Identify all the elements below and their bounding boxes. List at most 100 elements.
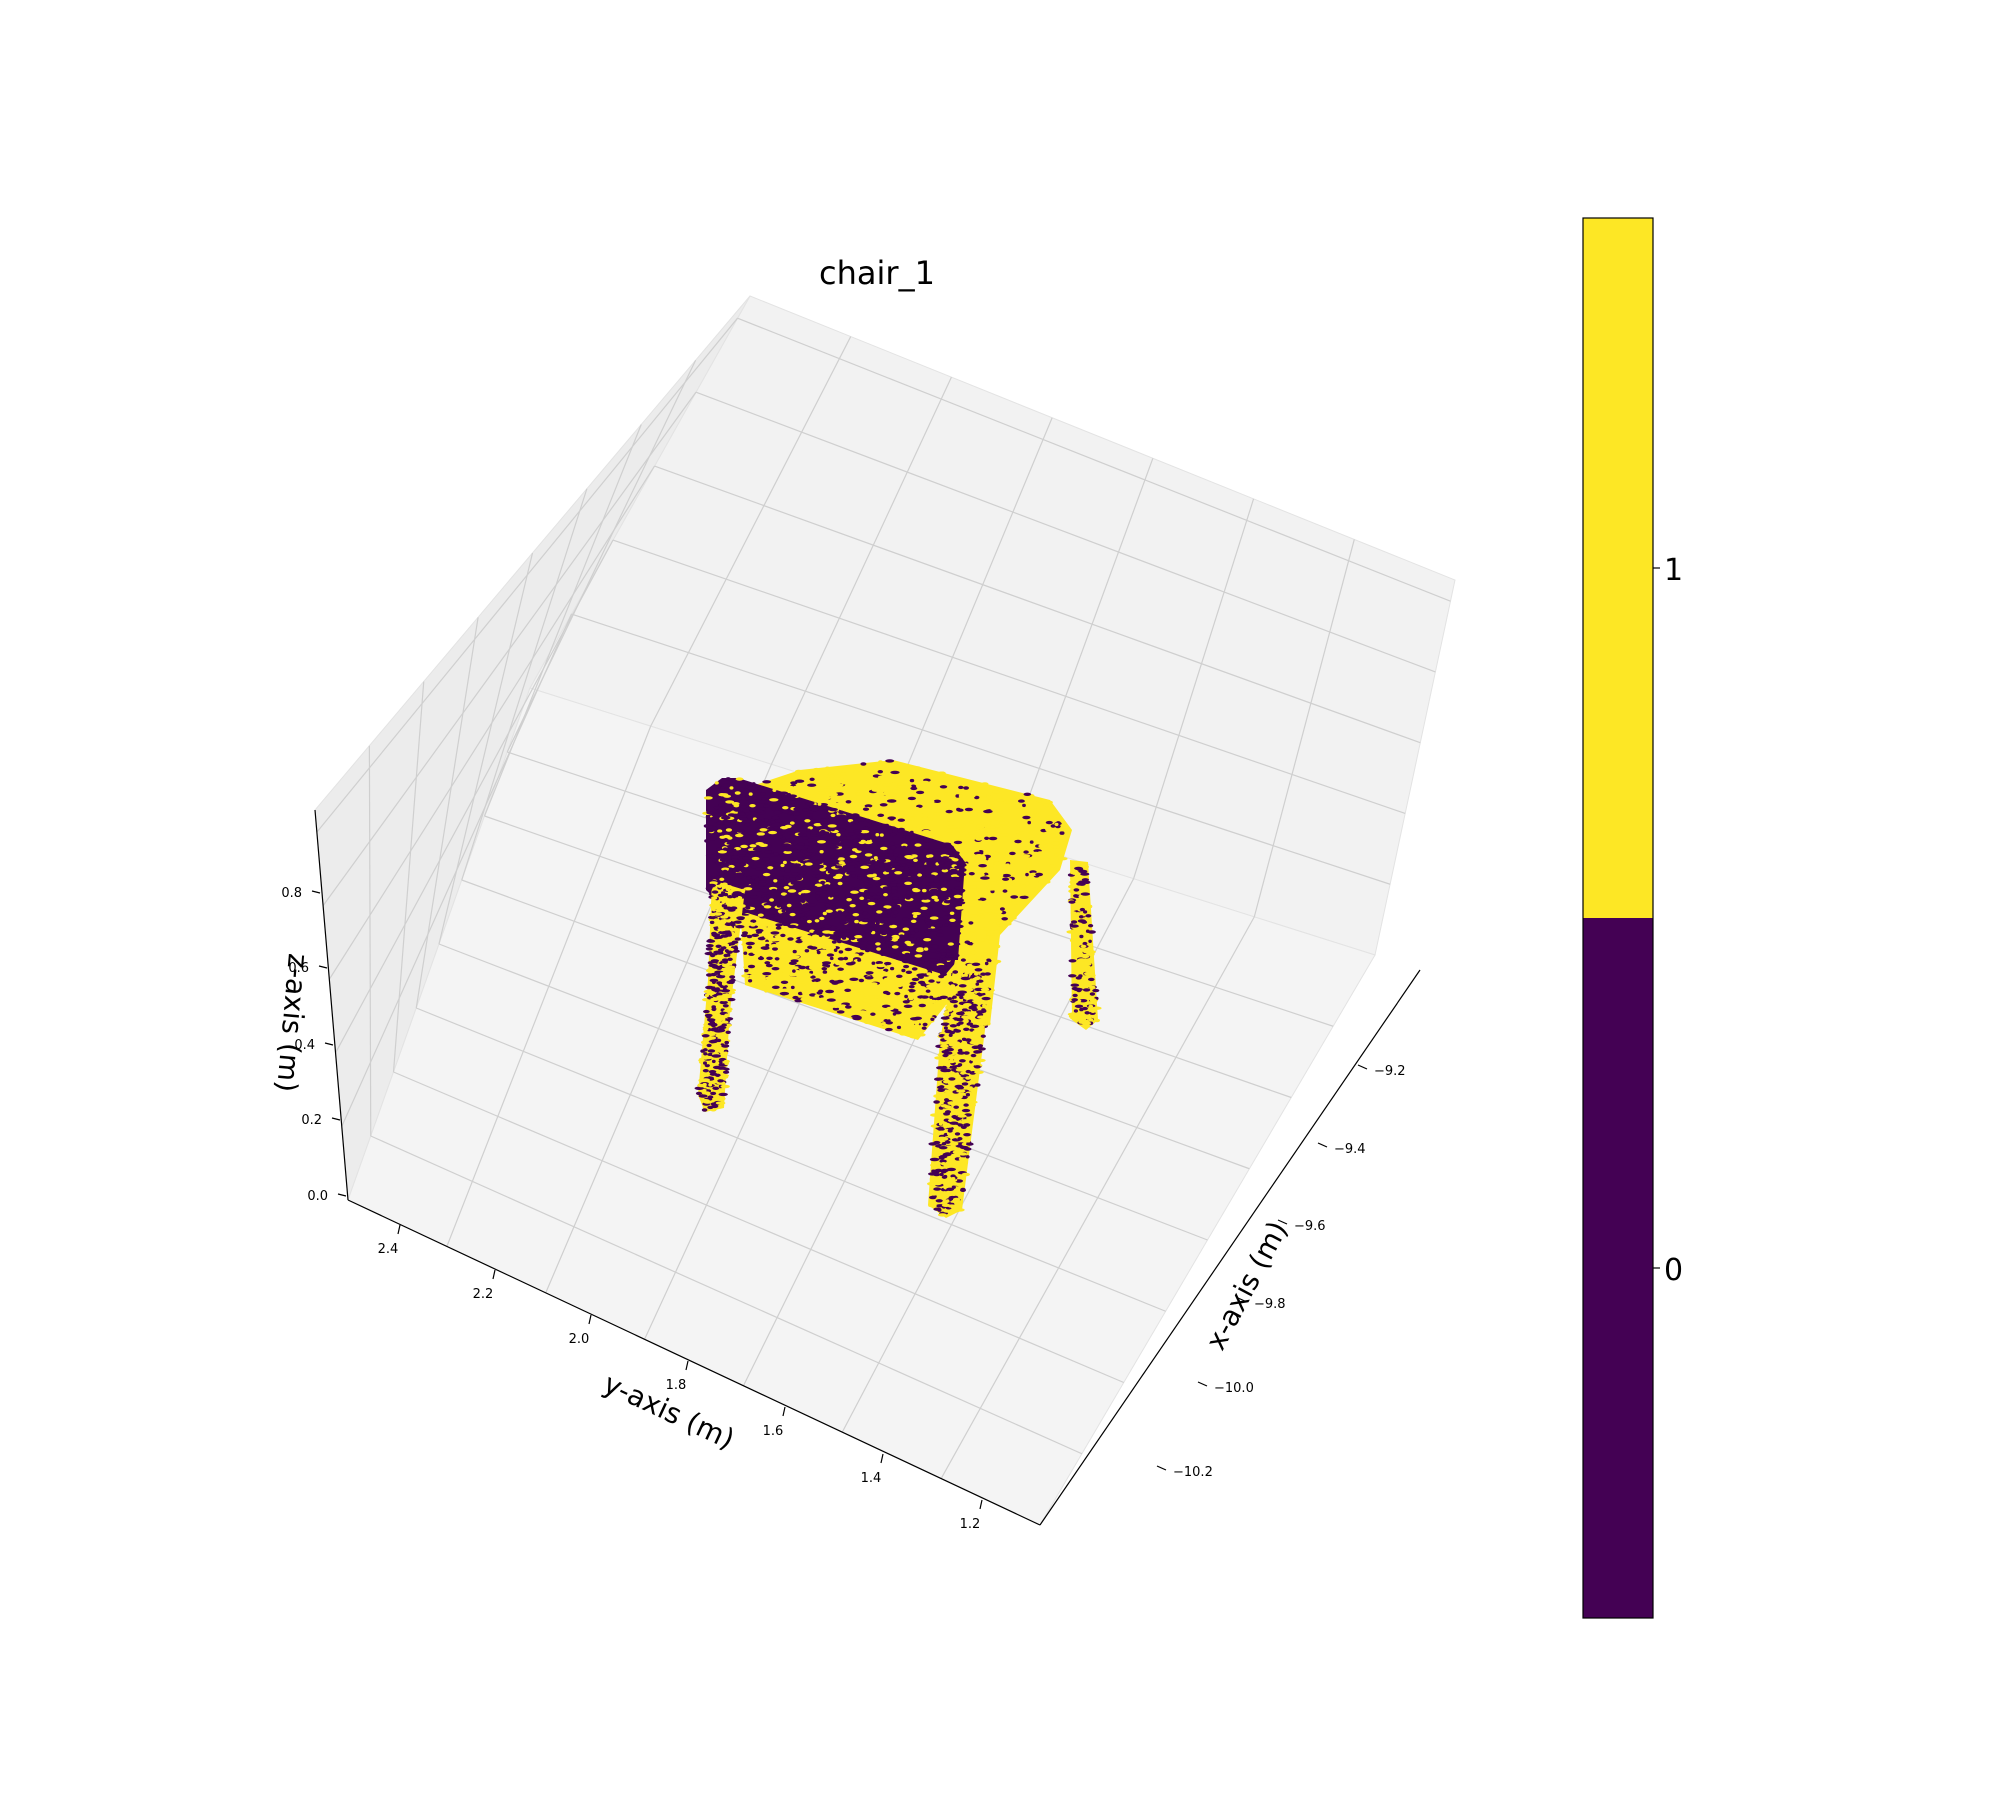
- grid-line: [461, 488, 588, 881]
- point: [773, 852, 779, 856]
- point: [777, 972, 785, 976]
- point: [974, 892, 979, 896]
- point: [972, 1029, 982, 1034]
- point: [982, 984, 990, 988]
- point: [787, 924, 797, 929]
- point: [1088, 1004, 1094, 1009]
- point: [730, 918, 736, 922]
- point: [727, 957, 733, 961]
- point: [916, 824, 923, 829]
- point: [935, 1163, 942, 1168]
- point: [850, 890, 859, 894]
- point: [937, 771, 945, 775]
- point: [917, 866, 926, 870]
- grid-line: [940, 916, 1255, 1479]
- point: [960, 1071, 966, 1075]
- point: [720, 1084, 730, 1089]
- point: [988, 895, 995, 899]
- point: [858, 991, 865, 995]
- point: [952, 942, 961, 946]
- point: [799, 917, 805, 922]
- point: [957, 1114, 967, 1118]
- point: [754, 818, 762, 823]
- point: [968, 914, 978, 918]
- point: [830, 885, 839, 889]
- point: [802, 935, 811, 939]
- point: [926, 908, 933, 912]
- point: [853, 820, 859, 824]
- point: [810, 975, 816, 979]
- point: [980, 914, 986, 919]
- point: [723, 909, 729, 913]
- point: [884, 940, 895, 945]
- point: [908, 824, 913, 829]
- point: [715, 974, 726, 979]
- point: [1023, 846, 1029, 850]
- z-tick-label: 0.8: [281, 886, 302, 901]
- point: [816, 991, 823, 995]
- grid-line: [770, 376, 952, 765]
- point: [982, 819, 988, 823]
- point: [976, 1010, 985, 1014]
- point: [874, 1023, 883, 1027]
- point: [897, 829, 903, 833]
- point: [941, 856, 949, 860]
- x-tick-label: −10.2: [1173, 1465, 1213, 1480]
- point: [876, 910, 883, 914]
- point: [748, 969, 756, 974]
- point: [1001, 917, 1008, 921]
- point: [799, 983, 806, 987]
- point: [723, 930, 730, 934]
- point: [783, 850, 792, 854]
- point: [841, 936, 847, 940]
- point: [979, 872, 985, 877]
- point: [838, 828, 846, 832]
- point: [945, 845, 955, 849]
- point: [958, 794, 963, 798]
- point: [964, 854, 969, 859]
- point: [821, 945, 830, 950]
- point: [802, 871, 807, 875]
- point: [807, 838, 815, 842]
- point: [798, 965, 807, 970]
- point: [871, 822, 880, 826]
- point: [801, 907, 811, 912]
- point: [877, 775, 885, 779]
- point: [1009, 851, 1016, 856]
- point: [864, 843, 873, 847]
- point: [958, 785, 964, 790]
- point: [725, 828, 733, 832]
- point: [847, 994, 856, 999]
- point: [947, 1018, 955, 1023]
- point: [961, 974, 968, 978]
- point: [942, 908, 949, 912]
- point: [984, 961, 989, 966]
- point: [828, 792, 838, 796]
- point: [1073, 954, 1079, 958]
- point: [992, 790, 1000, 794]
- point: [928, 1204, 937, 1208]
- point: [926, 967, 933, 971]
- point: [988, 836, 998, 841]
- point: [766, 956, 773, 960]
- point: [826, 844, 831, 848]
- point: [905, 947, 914, 952]
- point: [949, 1024, 958, 1028]
- point: [752, 950, 758, 955]
- point: [838, 810, 845, 815]
- point: [754, 900, 760, 904]
- point: [960, 862, 967, 866]
- point: [811, 819, 818, 824]
- point: [769, 937, 776, 941]
- point: [947, 1129, 953, 1133]
- point: [838, 928, 848, 933]
- point: [857, 1010, 867, 1014]
- point: [889, 841, 895, 846]
- point: [852, 838, 861, 843]
- point: [939, 1159, 947, 1163]
- point: [779, 791, 789, 795]
- point: [946, 1132, 954, 1136]
- point: [779, 991, 790, 996]
- point: [727, 947, 734, 952]
